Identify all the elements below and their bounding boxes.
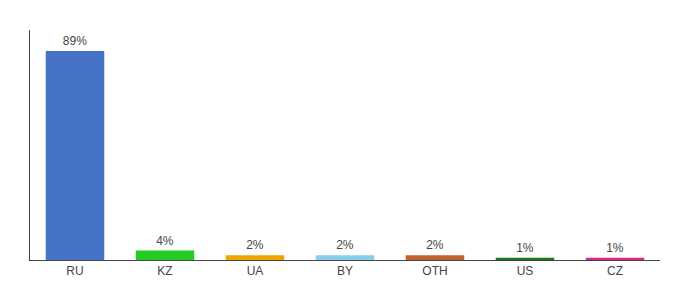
svg-text:1%: 1% [516,241,534,255]
svg-text:89%: 89% [63,34,87,48]
svg-text:BY: BY [337,264,353,278]
svg-text:2%: 2% [246,238,264,252]
svg-text:4%: 4% [156,234,174,248]
svg-text:OTH: OTH [422,264,447,278]
svg-text:KZ: KZ [157,264,172,278]
svg-text:CZ: CZ [607,264,623,278]
svg-text:RU: RU [66,264,83,278]
svg-text:2%: 2% [426,238,444,252]
svg-text:UA: UA [247,264,264,278]
svg-text:1%: 1% [606,241,624,255]
svg-text:US: US [517,264,534,278]
svg-text:2%: 2% [336,238,354,252]
